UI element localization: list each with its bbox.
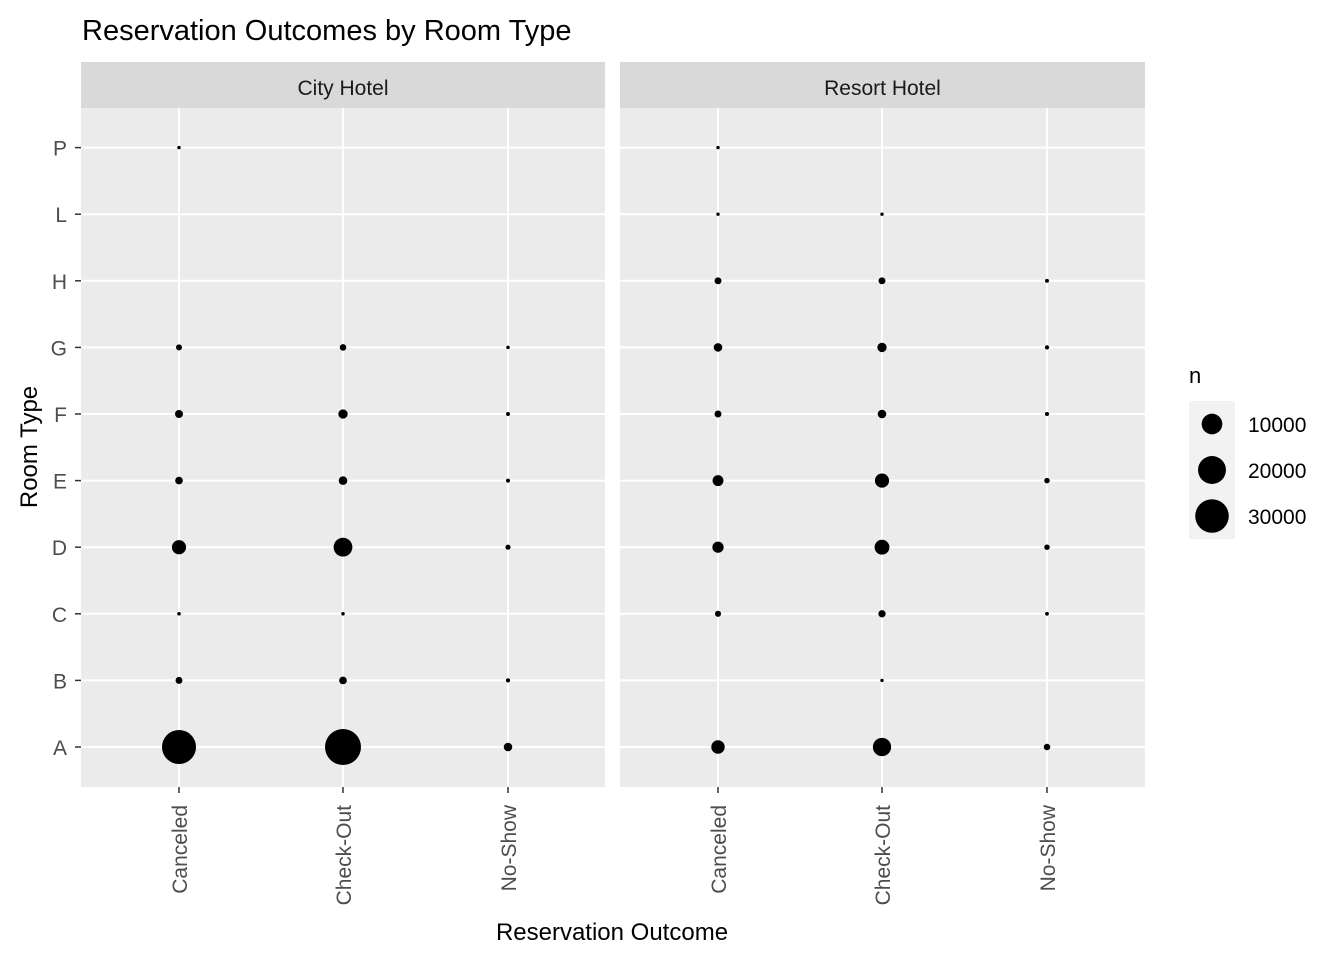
data-point <box>333 537 353 557</box>
legend-key <box>1195 499 1229 533</box>
data-point <box>506 412 510 416</box>
y-axis-title: Room Type <box>16 386 43 508</box>
legend-title: n <box>1189 363 1201 388</box>
data-point <box>338 409 348 419</box>
facet-label: Resort Hotel <box>824 77 941 100</box>
facet-strip <box>81 62 605 108</box>
data-point <box>1043 743 1051 751</box>
y-tick-label: P <box>53 138 67 161</box>
data-point <box>338 476 348 485</box>
data-point <box>161 729 197 765</box>
data-point <box>714 610 722 617</box>
data-point <box>505 678 511 683</box>
y-tick-label: H <box>52 271 67 294</box>
data-point <box>878 610 886 618</box>
legend-label: 10000 <box>1248 414 1306 437</box>
data-point <box>713 343 723 352</box>
data-point <box>714 410 722 418</box>
data-point <box>874 473 890 488</box>
data-point <box>506 345 510 350</box>
facet-panel: City Hotel Canceled Check-Out No-Show <box>81 62 605 905</box>
chart-title: Reservation Outcomes by Room Type <box>82 15 571 47</box>
data-point <box>872 737 892 757</box>
size-legend: n 10000 20000 30000 <box>1189 363 1306 539</box>
data-point <box>177 145 181 150</box>
data-point <box>503 742 513 752</box>
y-tick-label: D <box>52 537 67 560</box>
data-point <box>1045 611 1049 616</box>
legend-key <box>1198 456 1226 484</box>
facet-strip <box>620 62 1145 108</box>
data-point <box>714 277 722 285</box>
y-tick-label: B <box>53 670 67 693</box>
data-point <box>339 676 347 685</box>
data-point <box>177 612 181 616</box>
data-point <box>711 740 725 754</box>
data-point <box>341 612 345 616</box>
data-point <box>1044 477 1050 484</box>
y-tick-label: A <box>53 737 67 760</box>
facet-label: City Hotel <box>297 77 388 100</box>
data-point <box>877 342 887 353</box>
data-point <box>712 475 724 487</box>
legend-label: 30000 <box>1248 506 1306 529</box>
y-tick-label: F <box>54 404 67 427</box>
x-tick-label: Canceled <box>169 805 192 894</box>
y-tick-label: L <box>55 204 67 227</box>
data-point <box>506 478 510 483</box>
data-point <box>175 344 183 351</box>
data-point <box>505 544 511 550</box>
data-point <box>712 541 724 553</box>
data-point <box>1044 411 1050 417</box>
data-point <box>716 212 720 216</box>
data-point <box>171 540 187 555</box>
y-tick-label: E <box>53 471 67 494</box>
x-tick-label: No-Show <box>1037 804 1060 891</box>
data-point <box>716 145 720 150</box>
data-point <box>877 409 887 419</box>
x-tick-label: Check-Out <box>872 805 895 906</box>
data-point <box>880 678 884 683</box>
data-point <box>339 344 347 351</box>
x-axis-title: Reservation Outcome <box>496 919 728 946</box>
x-tick-label: Check-Out <box>333 805 356 906</box>
y-axis: A B C D E F G H L P <box>51 138 81 760</box>
facet-panel: Resort Hotel Canceled Check-Out No-Show <box>620 62 1145 905</box>
data-point <box>880 212 884 216</box>
data-point <box>1044 544 1050 550</box>
data-point <box>874 539 890 555</box>
x-tick-label: No-Show <box>498 804 521 891</box>
legend-key <box>1201 413 1223 435</box>
data-point <box>1045 278 1049 283</box>
data-point <box>1044 345 1050 350</box>
x-tick-label: Canceled <box>708 805 731 894</box>
y-tick-label: C <box>52 604 67 627</box>
data-point <box>175 676 183 684</box>
legend-label: 20000 <box>1248 460 1306 483</box>
data-point <box>175 410 183 418</box>
y-tick-label: G <box>51 337 67 360</box>
data-point <box>878 277 886 285</box>
data-point <box>325 729 361 765</box>
data-point <box>175 476 183 485</box>
